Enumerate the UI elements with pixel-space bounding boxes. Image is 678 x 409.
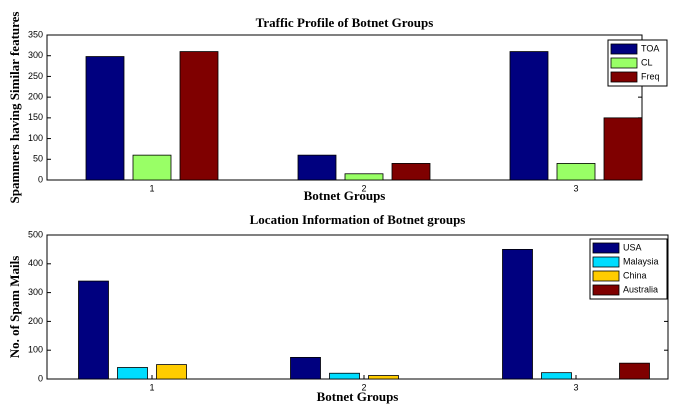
x-tick-label: 3	[573, 382, 578, 392]
bar	[344, 173, 384, 181]
y-tick-label: 400	[28, 258, 43, 268]
legend-swatch	[592, 284, 620, 296]
legend-label: Australia	[623, 284, 658, 294]
bar	[132, 154, 172, 181]
bar	[117, 367, 148, 380]
y-tick-label: 100	[28, 345, 43, 355]
bar	[391, 163, 431, 181]
bar	[329, 372, 360, 380]
legend-swatch	[592, 256, 620, 268]
x-tick-label: 2	[361, 382, 366, 392]
y-tick-label: 500	[28, 229, 43, 239]
legend-label: China	[623, 270, 647, 280]
legend-swatch	[610, 43, 638, 55]
y-tick-label: 300	[28, 50, 43, 60]
legend-swatch	[592, 242, 620, 254]
y-tick-label: 0	[38, 174, 43, 184]
y-tick-label: 100	[28, 133, 43, 143]
legend-label: Malaysia	[623, 256, 659, 266]
legend-label: USA	[623, 242, 642, 252]
x-axis-label: Botnet Groups	[304, 188, 386, 203]
bar	[502, 248, 533, 380]
bar	[619, 362, 650, 380]
y-tick-label: 200	[28, 92, 43, 102]
chart-title: Location Information of Botnet groups	[250, 212, 466, 227]
y-tick-label: 0	[38, 373, 43, 383]
bar	[368, 375, 399, 380]
legend-swatch	[592, 270, 620, 282]
x-tick-label: 1	[149, 382, 154, 392]
y-axis-label: No. of Spam Mails	[7, 256, 22, 359]
y-tick-label: 350	[28, 29, 43, 39]
legend-label: TOA	[641, 43, 659, 53]
x-tick-label: 2	[361, 183, 366, 193]
bar	[556, 163, 596, 181]
legend-label: Freq	[641, 71, 660, 81]
bar	[156, 364, 187, 380]
legend-label: CL	[641, 57, 653, 67]
bar	[179, 51, 219, 181]
legend-swatch	[610, 71, 638, 83]
bar	[85, 56, 125, 181]
y-tick-label: 200	[28, 316, 43, 326]
y-axis-label: Spammers having Similar features	[7, 12, 22, 204]
y-tick-label: 250	[28, 71, 43, 81]
x-tick-label: 1	[149, 183, 154, 193]
bar	[603, 117, 643, 181]
bar	[78, 280, 109, 380]
legend-swatch	[610, 57, 638, 69]
x-axis-label: Botnet Groups	[317, 389, 399, 404]
y-tick-label: 150	[28, 112, 43, 122]
bar	[541, 372, 572, 380]
plot-area	[46, 234, 669, 380]
chart-title: Traffic Profile of Botnet Groups	[256, 15, 434, 30]
y-tick-label: 50	[33, 154, 43, 164]
bar	[297, 154, 337, 181]
bar	[509, 51, 549, 181]
x-tick-label: 3	[573, 183, 578, 193]
bar	[290, 356, 321, 380]
y-tick-label: 300	[28, 287, 43, 297]
